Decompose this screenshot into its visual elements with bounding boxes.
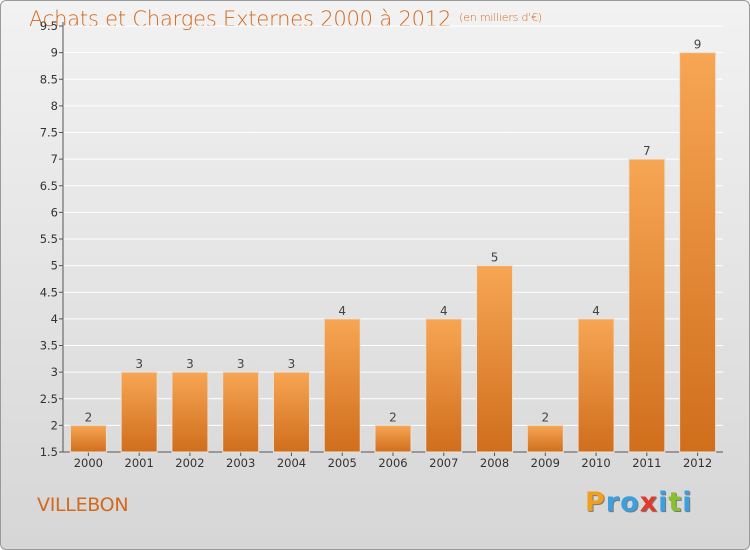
chart-title: Achats et Charges Externes 2000 à 2012 (e… xyxy=(29,7,542,31)
logo-letter: o xyxy=(620,487,640,518)
value-label: 3 xyxy=(186,357,194,371)
y-tick-label: 5.5 xyxy=(40,232,58,246)
value-label: 7 xyxy=(643,144,651,158)
logo-letter: i xyxy=(682,487,693,518)
y-tick-label: 3 xyxy=(51,365,58,379)
x-tick-label: 2003 xyxy=(226,456,255,470)
bar-2008 xyxy=(476,265,514,453)
value-label: 3 xyxy=(237,357,245,371)
value-label: 4 xyxy=(440,304,448,318)
gridlines xyxy=(63,25,723,453)
value-label: 3 xyxy=(288,357,296,371)
bar-2005 xyxy=(323,318,361,453)
y-tick-label: 4 xyxy=(51,312,58,326)
bar-2006 xyxy=(374,424,412,453)
bar-2004 xyxy=(272,371,310,453)
y-tick-label: 8 xyxy=(51,99,58,113)
chart-subtitle: (en milliers d'€) xyxy=(459,11,543,24)
logo-letter: r xyxy=(605,487,621,518)
x-tick-label: 2005 xyxy=(328,456,357,470)
bar-2002 xyxy=(171,371,209,453)
x-tick-label: 2010 xyxy=(581,456,610,470)
x-tick-label: 2004 xyxy=(277,456,306,470)
y-tick-label: 1.5 xyxy=(40,445,58,459)
value-label: 9 xyxy=(694,38,702,52)
bar-2010 xyxy=(577,318,615,453)
value-label: 4 xyxy=(338,304,346,318)
x-tick-label: 2001 xyxy=(125,456,154,470)
x-tick-label: 2007 xyxy=(429,456,458,470)
bar-2012 xyxy=(679,52,717,453)
y-tick-label: 4.5 xyxy=(40,285,58,299)
x-tick-label: 2008 xyxy=(480,456,509,470)
bar-2001 xyxy=(120,371,158,453)
bar-2000 xyxy=(69,424,107,453)
logo-letter: i xyxy=(658,487,669,518)
y-tick-label: 6 xyxy=(51,205,58,219)
chart-title-text: Achats et Charges Externes 2000 à 2012 xyxy=(29,7,452,31)
y-tick-label: 9 xyxy=(51,46,58,60)
y-tick-label: 9.5 xyxy=(40,19,58,33)
value-label: 2 xyxy=(389,410,397,424)
y-tick-label: 8.5 xyxy=(40,72,58,86)
bar-2007 xyxy=(425,318,463,453)
y-tick-label: 2 xyxy=(51,418,58,432)
x-tick-label: 2012 xyxy=(683,456,712,470)
y-tick-label: 7 xyxy=(51,152,58,166)
x-tick-label: 2009 xyxy=(531,456,560,470)
x-tick-label: 2011 xyxy=(632,456,661,470)
logo-letter: P xyxy=(585,487,606,518)
proxiti-logo[interactable]: Proxiti xyxy=(585,487,693,518)
bar-2009 xyxy=(526,424,564,453)
x-tick-label: 2006 xyxy=(378,456,407,470)
value-label: 2 xyxy=(85,410,93,424)
logo-letter: t xyxy=(668,487,683,518)
bar-2003 xyxy=(222,371,260,453)
bar-2011 xyxy=(628,158,666,453)
value-label: 3 xyxy=(135,357,143,371)
y-tick-label: 6.5 xyxy=(40,179,58,193)
value-label: 2 xyxy=(541,410,549,424)
y-tick-label: 5 xyxy=(51,259,58,273)
y-tick-label: 7.5 xyxy=(40,126,58,140)
value-label: 5 xyxy=(491,251,499,265)
value-label: 4 xyxy=(592,304,600,318)
y-tick-label: 2.5 xyxy=(40,392,58,406)
city-name: VILLEBON xyxy=(37,494,129,516)
y-tick-label: 3.5 xyxy=(40,339,58,353)
bars xyxy=(69,52,717,453)
x-tick-label: 2002 xyxy=(175,456,204,470)
labels: 1.5 2 2.5 3 3.5 4 4.5 5 5.5 6 6.5 7 7.5 8 8.5 9 9.5 2 2000… xyxy=(40,19,713,470)
logo-letter: x xyxy=(639,487,659,518)
x-tick-label: 2000 xyxy=(74,456,103,470)
